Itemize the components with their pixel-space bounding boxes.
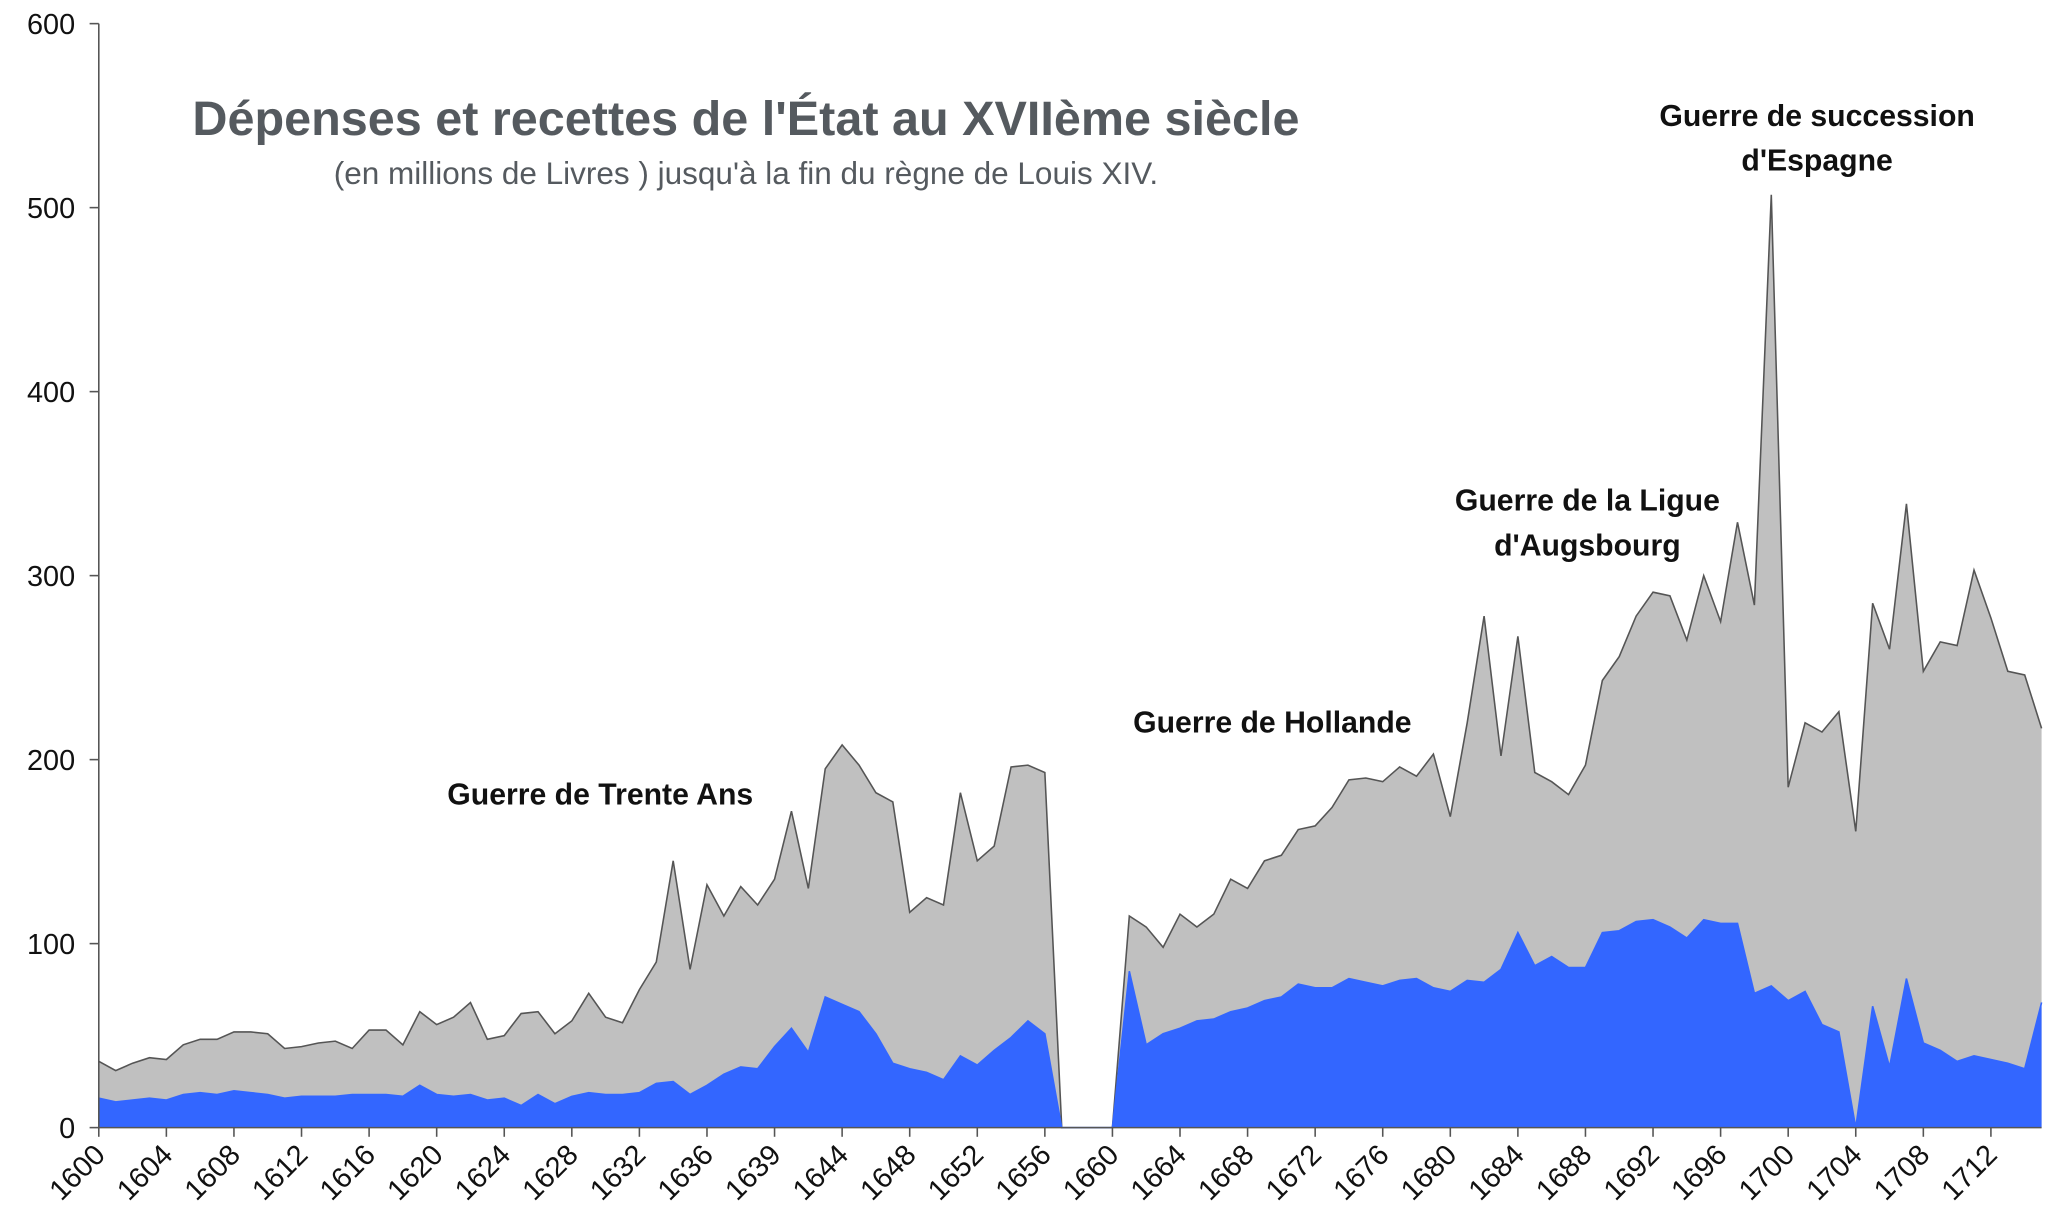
y-tick-label: 0 — [59, 1113, 75, 1145]
x-tick-label: 1700 — [1733, 1139, 1801, 1207]
area — [98, 919, 2042, 1128]
annotation: Guerre de la Ligue — [1455, 485, 1720, 518]
y-tick-label: 200 — [27, 745, 75, 777]
x-tick-label: 1696 — [1665, 1139, 1733, 1207]
annotation: Guerre de Trente Ans — [447, 779, 753, 812]
x-tick-label: 1660 — [1057, 1139, 1125, 1207]
x-tick-label: 1620 — [381, 1139, 449, 1207]
x-tick-label: 1612 — [246, 1139, 314, 1207]
x-tick-label: 1639 — [719, 1139, 787, 1207]
x-tick-label: 1656 — [990, 1139, 1058, 1207]
y-tick-label: 500 — [27, 193, 75, 225]
annotation: d'Augsbourg — [1494, 529, 1681, 562]
x-tick-label: 1648 — [855, 1139, 923, 1207]
x-tick-label: 1608 — [179, 1139, 247, 1207]
x-tick-label: 1632 — [584, 1139, 652, 1207]
y-tick-label: 300 — [27, 561, 75, 593]
x-tick-label: 1604 — [111, 1139, 179, 1207]
annotation: d'Espagne — [1741, 145, 1892, 178]
x-tick-label: 1644 — [787, 1139, 855, 1207]
y-tick-label: 600 — [27, 9, 75, 41]
x-tick-label: 1616 — [314, 1139, 382, 1207]
x-tick-label: 1680 — [1395, 1139, 1463, 1207]
x-tick-label: 1708 — [1868, 1139, 1936, 1207]
chart-subtitle: (en millions de Livres ) jusqu'à la fin … — [334, 155, 1158, 191]
x-tick-label: 1688 — [1530, 1139, 1598, 1207]
x-tick-label: 1712 — [1936, 1139, 2004, 1207]
x-tick-label: 1652 — [922, 1139, 990, 1207]
y-tick-label: 100 — [27, 929, 75, 961]
y-tick-label: 400 — [27, 377, 75, 409]
x-tick-label: 1704 — [1801, 1139, 1869, 1207]
x-tick-label: 1676 — [1328, 1139, 1396, 1207]
x-tick-label: 1684 — [1463, 1139, 1531, 1207]
x-tick-label: 1672 — [1260, 1139, 1328, 1207]
x-tick-label: 1600 — [44, 1139, 112, 1207]
x-tick-label: 1664 — [1125, 1139, 1193, 1207]
chart-title: Dépenses et recettes de l'État au XVIIèm… — [192, 92, 1299, 146]
x-tick-label: 1636 — [652, 1139, 720, 1207]
annotation: Guerre de succession — [1659, 100, 1974, 133]
x-tick-label: 1692 — [1598, 1139, 1666, 1207]
x-tick-label: 1668 — [1192, 1139, 1260, 1207]
area — [98, 194, 2042, 1128]
annotation: Guerre de Hollande — [1133, 706, 1411, 739]
x-tick-label: 1624 — [449, 1139, 517, 1207]
x-tick-label: 1628 — [517, 1139, 585, 1207]
